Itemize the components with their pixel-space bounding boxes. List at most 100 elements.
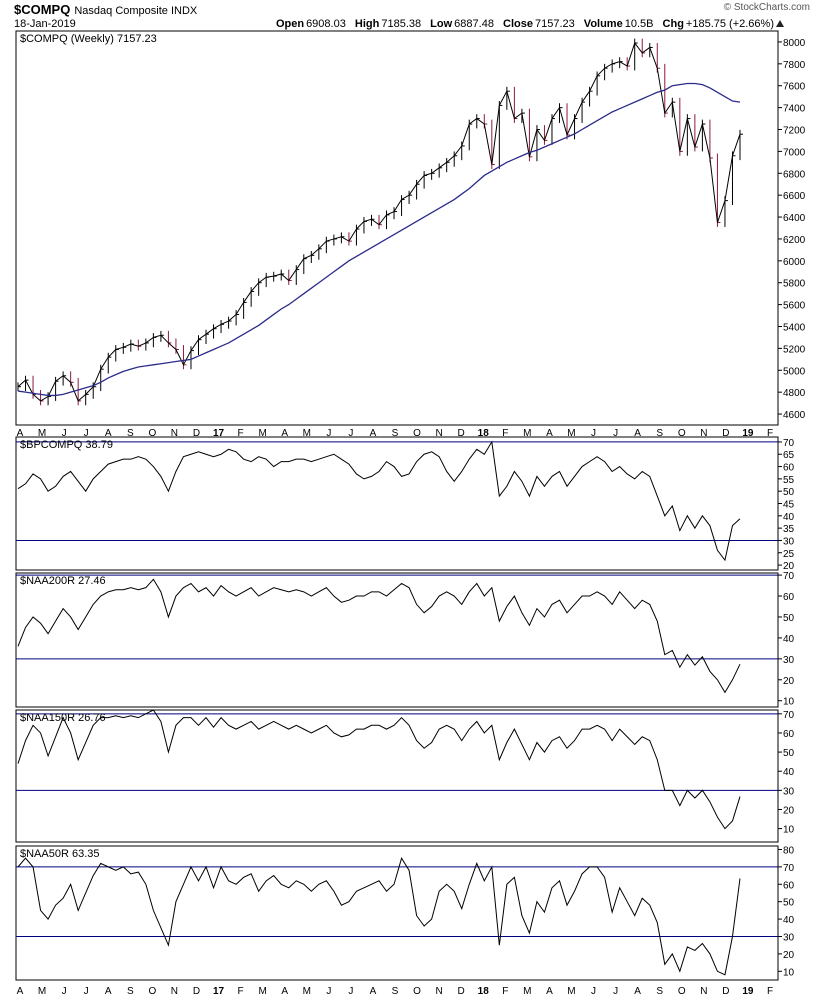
y-tick-label: 7600 bbox=[783, 82, 806, 93]
x-tick-label: N bbox=[700, 428, 707, 439]
x-tick-label: 17 bbox=[213, 428, 225, 439]
y-tick-label: 5400 bbox=[783, 323, 806, 334]
panel-legend: $COMPQ (Weekly) 7157.23 bbox=[20, 33, 157, 45]
x-tick-label: M bbox=[523, 428, 531, 439]
x-tick-label: S bbox=[127, 428, 134, 439]
x-tick-label: O bbox=[148, 428, 156, 439]
x-tick-label: J bbox=[62, 428, 67, 439]
x-tick-label: J bbox=[591, 428, 596, 439]
low-label: Low bbox=[430, 18, 453, 30]
bottom-x-tick-label: J bbox=[348, 986, 353, 997]
bottom-x-tick-label: A bbox=[105, 986, 112, 997]
bottom-x-tick-label: F bbox=[502, 986, 508, 997]
bottom-x-tick-label: O bbox=[413, 986, 421, 997]
panel-frame bbox=[15, 436, 779, 571]
x-tick-label: N bbox=[436, 428, 443, 439]
y-tick-label: 65 bbox=[783, 450, 795, 461]
y-tick-label: 5200 bbox=[783, 344, 806, 355]
bottom-x-tick-label: 17 bbox=[213, 986, 225, 997]
open-value: 6908.03 bbox=[306, 18, 346, 30]
y-tick-label: 40 bbox=[783, 634, 795, 645]
y-tick-label: 5600 bbox=[783, 301, 806, 312]
x-tick-label: S bbox=[392, 428, 399, 439]
x-tick-label: A bbox=[634, 428, 641, 439]
bottom-x-tick-label: D bbox=[458, 986, 465, 997]
y-tick-label: 7200 bbox=[783, 126, 806, 137]
bottom-x-tick-label: O bbox=[148, 986, 156, 997]
y-tick-label: 60 bbox=[783, 463, 795, 474]
index-name: Nasdaq Composite INDX bbox=[74, 5, 198, 17]
moving-average-line bbox=[17, 82, 741, 397]
x-tick-label: M bbox=[303, 428, 311, 439]
bottom-x-tick-label: O bbox=[678, 986, 686, 997]
y-tick-label: 50 bbox=[783, 748, 795, 759]
y-tick-label: 50 bbox=[783, 613, 795, 624]
bottom-x-tick-label: D bbox=[722, 986, 729, 997]
low-value: 6887.48 bbox=[454, 18, 494, 30]
panel-legend: $NAA200R 27.46 bbox=[20, 575, 106, 587]
chart-title: $COMPQ Nasdaq Composite INDX bbox=[14, 2, 197, 17]
x-tick-label: D bbox=[193, 428, 200, 439]
x-tick-label: M bbox=[567, 428, 575, 439]
y-tick-label: 40 bbox=[783, 512, 795, 523]
x-tick-label: J bbox=[348, 428, 353, 439]
y-tick-label: 25 bbox=[783, 549, 795, 560]
y-tick-label: 6000 bbox=[783, 257, 806, 268]
volume-label: Volume bbox=[583, 18, 623, 30]
chg-value: +185.75 (+2.66%) bbox=[685, 18, 774, 30]
bottom-x-tick-label: S bbox=[392, 986, 399, 997]
x-tick-label: M bbox=[258, 428, 266, 439]
y-tick-label: 70 bbox=[783, 710, 795, 721]
bottom-x-tick-label: A bbox=[634, 986, 641, 997]
bottom-x-tick-label: A bbox=[17, 986, 24, 997]
x-tick-label: 19 bbox=[742, 428, 754, 439]
y-tick-label: 10 bbox=[783, 697, 795, 708]
y-tick-label: 30 bbox=[783, 786, 795, 797]
price-line bbox=[17, 41, 741, 402]
y-tick-label: 80 bbox=[783, 845, 795, 856]
panel-frame bbox=[15, 30, 779, 426]
bottom-x-tick-label: F bbox=[238, 986, 244, 997]
volume-value: 10.5B bbox=[624, 18, 654, 30]
y-tick-label: 20 bbox=[783, 805, 795, 816]
panel-frame bbox=[15, 572, 779, 708]
x-tick-label: 18 bbox=[478, 428, 490, 439]
y-tick-label: 4600 bbox=[783, 410, 806, 421]
y-tick-label: 30 bbox=[783, 655, 795, 666]
y-tick-label: 55 bbox=[783, 475, 795, 486]
bottom-x-tick-label: M bbox=[258, 986, 266, 997]
panel-frame bbox=[15, 709, 779, 843]
y-tick-label: 60 bbox=[783, 592, 795, 603]
y-tick-label: 20 bbox=[783, 950, 795, 961]
bottom-x-tick-label: J bbox=[591, 986, 596, 997]
y-tick-label: 8000 bbox=[783, 38, 806, 49]
bottom-x-tick-label: A bbox=[370, 986, 377, 997]
bottom-x-tick-label: J bbox=[613, 986, 618, 997]
x-tick-label: D bbox=[458, 428, 465, 439]
chart-date: 18-Jan-2019 bbox=[14, 18, 76, 30]
y-tick-label: 6200 bbox=[783, 235, 806, 246]
symbol: $COMPQ bbox=[14, 2, 71, 17]
bottom-x-tick-label: 19 bbox=[742, 986, 754, 997]
y-tick-label: 4800 bbox=[783, 388, 806, 399]
bottom-x-tick-label: D bbox=[193, 986, 200, 997]
y-tick-label: 20 bbox=[783, 561, 795, 572]
panel-legend: $NAA50R 63.35 bbox=[20, 848, 100, 860]
close-value: 7157.23 bbox=[534, 18, 575, 30]
bottom-x-tick-label: J bbox=[62, 986, 67, 997]
chart-header: $COMPQ Nasdaq Composite INDX 18-Jan-2019 … bbox=[14, 2, 814, 30]
x-tick-label: M bbox=[38, 428, 46, 439]
bottom-x-tick-label: M bbox=[303, 986, 311, 997]
bottom-x-tick-label: N bbox=[436, 986, 443, 997]
x-tick-label: F bbox=[502, 428, 508, 439]
y-tick-label: 7400 bbox=[783, 104, 806, 115]
bottom-x-tick-label: J bbox=[84, 986, 89, 997]
x-tick-label: A bbox=[105, 428, 112, 439]
x-tick-label: A bbox=[281, 428, 288, 439]
y-tick-label: 20 bbox=[783, 676, 795, 687]
y-tick-label: 10 bbox=[783, 825, 795, 836]
bpcompq-line bbox=[17, 440, 741, 562]
quote-line: Open 6908.03 High 7185.38 Low 6887.48 Close… bbox=[270, 18, 784, 30]
x-tick-label: A bbox=[546, 428, 553, 439]
bottom-x-tick-label: N bbox=[700, 986, 707, 997]
